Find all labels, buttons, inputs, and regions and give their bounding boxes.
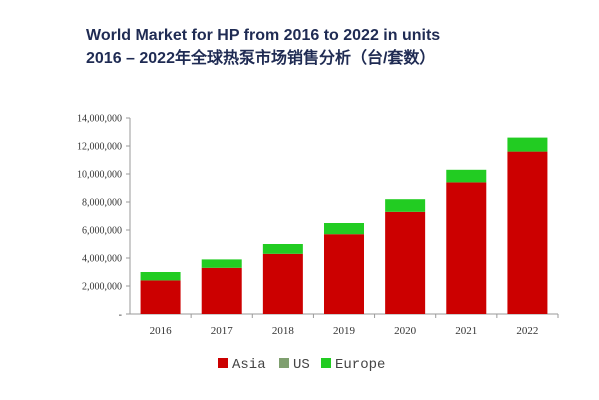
bar-asia-2018 bbox=[262, 253, 303, 314]
bar-europe-2016 bbox=[140, 272, 181, 281]
bar-asia-2021 bbox=[446, 182, 487, 314]
bar-asia-2019 bbox=[324, 234, 364, 314]
legend-label-us: US bbox=[293, 357, 310, 373]
bar-europe-2020 bbox=[385, 199, 426, 212]
y-tick-label: 8,000,000 bbox=[82, 198, 122, 209]
bar-europe-2018 bbox=[262, 244, 303, 254]
x-tick-label: 2017 bbox=[211, 325, 234, 337]
chart-subtitle: 2016 – 2022年全球热泵市场销售分析（台/套数） bbox=[86, 50, 436, 67]
x-tick-label: 2016 bbox=[150, 325, 173, 337]
y-tick-label: 2,000,000 bbox=[82, 282, 122, 293]
y-tick-label: 14,000,000 bbox=[77, 114, 122, 125]
x-tick-label: 2021 bbox=[455, 325, 477, 337]
bar-europe-2021 bbox=[446, 169, 487, 183]
x-tick-label: 2020 bbox=[394, 325, 417, 337]
bar-asia-2016 bbox=[140, 280, 181, 314]
y-tick-label: 4,000,000 bbox=[82, 254, 122, 265]
legend-swatch-europe bbox=[321, 358, 331, 368]
bar-asia-2022 bbox=[507, 151, 548, 314]
bar-asia-2017 bbox=[201, 267, 242, 314]
x-tick-label: 2018 bbox=[272, 325, 295, 337]
y-tick-label: - bbox=[119, 310, 122, 321]
x-tick-label: 2022 bbox=[516, 325, 538, 337]
legend-label-asia: Asia bbox=[232, 357, 266, 373]
legend-swatch-asia bbox=[218, 358, 228, 368]
y-tick-label: 6,000,000 bbox=[82, 226, 122, 237]
legend-label-europe: Europe bbox=[335, 357, 385, 373]
legend-swatch-us bbox=[279, 358, 289, 368]
bar-europe-2022 bbox=[507, 137, 548, 152]
bar-europe-2017 bbox=[201, 259, 242, 268]
bar-asia-2020 bbox=[385, 211, 426, 314]
chart-title: World Market for HP from 2016 to 2022 in… bbox=[86, 27, 441, 44]
y-tick-label: 10,000,000 bbox=[77, 170, 122, 181]
bar-europe-2019 bbox=[324, 223, 364, 235]
y-tick-label: 12,000,000 bbox=[77, 142, 122, 153]
x-tick-label: 2019 bbox=[333, 325, 356, 337]
